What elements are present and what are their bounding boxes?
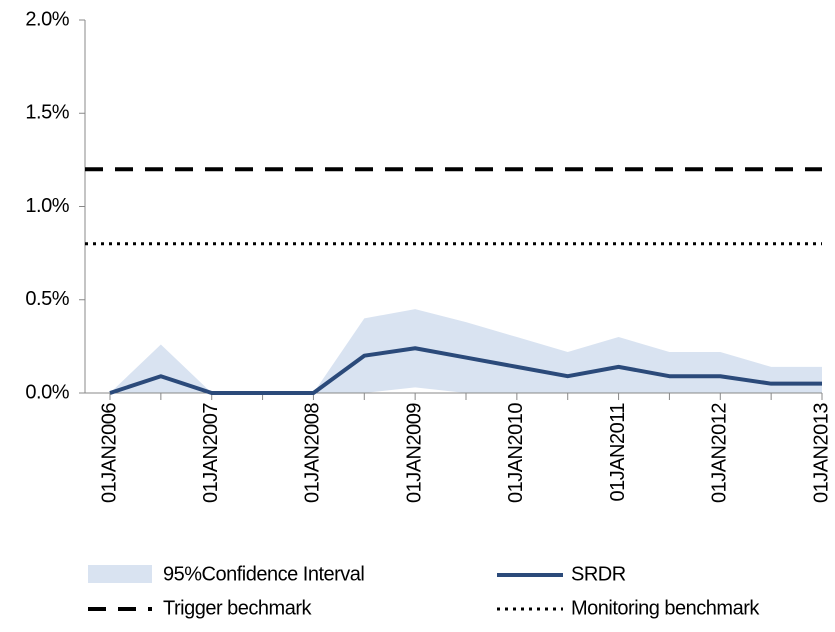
y-tick-label: 0.0%	[25, 381, 69, 403]
y-tick-label: 1.5%	[25, 102, 69, 124]
x-tick-label: 01JAN2011	[607, 403, 629, 502]
series-line	[109, 346, 822, 395]
x-tick-label: 01JAN2008	[302, 403, 324, 503]
x-tick-label: 01JAN2013	[810, 403, 832, 503]
x-tick-label: 01JAN2009	[403, 403, 425, 503]
x-tick-label: 01JAN2010	[505, 403, 527, 503]
legend-label: 95%Confidence Interval	[163, 563, 364, 585]
legend-swatch	[88, 565, 152, 583]
y-tick-label: 2.0%	[25, 8, 69, 30]
x-tick-label: 01JAN2012	[709, 403, 731, 503]
legend-label: SRDR	[571, 563, 626, 585]
x-tick-label: 01JAN2006	[98, 403, 120, 503]
legend-label: Monitoring benchmark	[571, 597, 760, 619]
y-tick-label: 1.0%	[25, 195, 69, 217]
y-tick-label: 0.5%	[25, 288, 69, 310]
x-tick-label: 01JAN2007	[200, 403, 222, 503]
legend-label: Trigger bechmark	[163, 597, 312, 619]
confidence-band	[110, 309, 822, 393]
